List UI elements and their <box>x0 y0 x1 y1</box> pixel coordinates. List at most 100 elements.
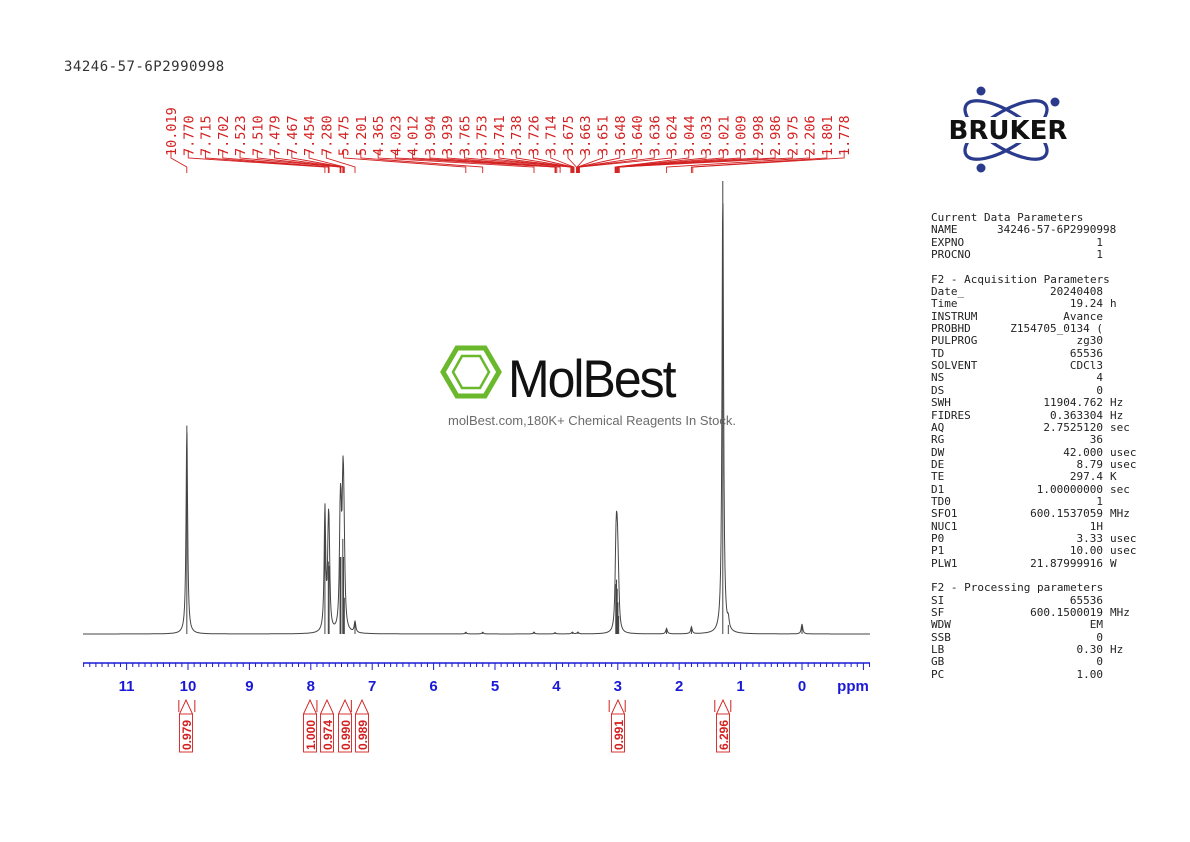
peak-label-leader <box>616 150 724 173</box>
peak-shift-label: 5.201 <box>354 115 370 156</box>
ppm-axis: 11 10 9 8 7 6 5 4 3 2 1 0 ppm <box>83 662 871 695</box>
param-value: zg30 <box>1076 334 1104 348</box>
integral-box <box>338 713 352 753</box>
x-tick-label: 3 <box>614 678 622 695</box>
peak-label-leader <box>618 150 793 173</box>
param-row: TE 297.4 K <box>931 470 1137 484</box>
param-value: 297.4 <box>1069 470 1103 484</box>
param-key: PROCNO <box>931 248 971 262</box>
peak-shift-label: 7.770 <box>181 115 197 156</box>
peak-label-leader <box>274 150 344 173</box>
acquisition-parameters-panel: Current Data Parameters NAME 34246-57-6P29… <box>931 211 1137 681</box>
param-row: NUC1 1H <box>931 519 1137 533</box>
param-row: TD0 1 <box>931 495 1137 508</box>
param-key: WDW <box>931 618 951 632</box>
peak-shift-label: 2.986 <box>768 115 784 156</box>
x-tick-label: 6 <box>429 678 437 695</box>
param-key: SWH <box>931 396 951 410</box>
peak-label-leader <box>616 150 742 173</box>
peak-label-leader <box>576 150 586 173</box>
peak-label-leader <box>308 150 345 173</box>
x-tick-label: 1 <box>736 678 744 695</box>
param-unit: W <box>1110 556 1117 570</box>
param-value: 3.33 <box>1076 531 1104 545</box>
x-tick-label: 5 <box>491 678 499 695</box>
param-section-title: Current Data Parameters <box>931 211 1084 224</box>
param-row: P1 10.00 usec <box>931 544 1137 558</box>
param-unit: K <box>1110 470 1117 484</box>
param-unit: MHz <box>1110 507 1130 521</box>
integral-connector <box>179 698 193 715</box>
integral-value: 0.990 <box>339 720 353 750</box>
peak-label-leader <box>205 150 329 173</box>
peak-label-leader <box>690 150 828 173</box>
peak-shift-label: 3.726 <box>526 115 542 156</box>
param-unit <box>1103 249 1110 261</box>
integral-bracket <box>714 700 732 712</box>
peak-shift-label: 3.675 <box>561 115 577 156</box>
param-key: P1 <box>931 544 945 558</box>
peak-label-leader <box>463 150 572 173</box>
param-row: PROCNO 1 <box>931 248 1137 262</box>
param-row: PLW1 21.87999916 W <box>931 556 1137 570</box>
param-value: 1H <box>1089 519 1103 533</box>
param-value: 20240408 <box>1050 285 1103 299</box>
param-value: 21.87999916 <box>1030 556 1103 570</box>
param-row: DE 8.79 usec <box>931 458 1137 471</box>
param-value: 0 <box>1096 655 1103 669</box>
peak-shift-label: 3.714 <box>544 115 560 156</box>
integral-connector <box>303 698 317 715</box>
param-row: SI 65536 <box>931 594 1137 607</box>
peak-label-leader <box>256 150 342 173</box>
peak-shift-label: 1.801 <box>820 115 836 156</box>
spectrum-trace-layer <box>83 181 870 635</box>
peak-label-leader <box>666 150 811 173</box>
param-row: WDW EM <box>931 618 1137 632</box>
peak-shift-label: 3.636 <box>647 115 663 156</box>
param-unit <box>1103 496 1110 508</box>
param-key: PLW1 <box>931 556 958 570</box>
nmr-spectrum-chart: 10.019 7.770 7.715 7.702 7.523 7.510 7.479 7.46… <box>83 107 871 753</box>
peak-shift-label: 7.702 <box>216 115 232 156</box>
param-value: 10.00 <box>1069 544 1103 558</box>
param-row: GB 0 <box>931 655 1137 669</box>
param-unit: usec <box>1110 445 1137 459</box>
molbest-brand: MolBest <box>508 350 676 408</box>
peak-shift-label: 7.510 <box>250 115 266 156</box>
param-key: TD <box>931 346 945 360</box>
peak-shift-label: 7.467 <box>285 115 301 156</box>
peak-label-leader <box>615 150 707 173</box>
param-row: RG 36 <box>931 433 1137 447</box>
x-tick-label: 8 <box>307 678 315 695</box>
param-key: LB <box>931 643 945 657</box>
param-key: Time <box>931 297 958 311</box>
param-row: PC 1.00 <box>931 668 1137 681</box>
param-value: EM <box>1089 618 1103 632</box>
param-row: D1 1.00000000 sec <box>931 482 1137 496</box>
param-row: SSB 0 <box>931 631 1137 644</box>
peak-label-leader <box>533 150 574 173</box>
param-value: 1.00000000 <box>1036 482 1103 496</box>
integral-box <box>611 713 625 753</box>
peak-label-leader <box>446 150 561 173</box>
peak-shift-label: 3.021 <box>716 115 732 156</box>
param-value: 1 <box>1096 248 1103 262</box>
param-section-title: F2 - Acquisition Parameters <box>931 272 1110 286</box>
peak-label-leader <box>515 150 573 173</box>
param-value: 4 <box>1096 371 1103 385</box>
peak-shift-label: 3.663 <box>578 115 594 156</box>
param-unit <box>1103 323 1110 335</box>
param-unit <box>1103 632 1110 644</box>
param-value: 36 <box>1089 433 1103 447</box>
peak-label-leader <box>412 150 557 173</box>
param-key: P0 <box>931 531 945 545</box>
param-unit: sec <box>1110 420 1130 434</box>
param-section-title: F2 - Processing parameters <box>931 581 1104 595</box>
param-value: 0 <box>1096 383 1103 397</box>
x-tick-label: 7 <box>368 678 376 695</box>
peak-shift-label: 7.454 <box>302 115 318 156</box>
param-row: PULPROG zg30 <box>931 334 1137 348</box>
peak-shift-label: 2.998 <box>751 115 767 156</box>
param-key: Date_ <box>931 285 965 299</box>
integral-box <box>179 713 193 753</box>
